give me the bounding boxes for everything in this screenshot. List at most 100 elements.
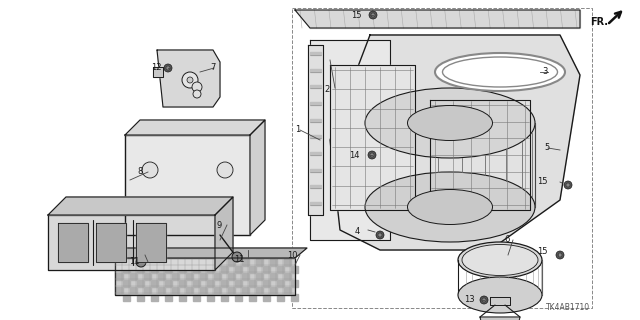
Circle shape [566, 183, 570, 187]
Circle shape [480, 296, 488, 304]
Polygon shape [310, 135, 321, 138]
Polygon shape [235, 294, 242, 301]
Text: 14: 14 [349, 150, 360, 159]
Circle shape [193, 90, 201, 98]
Circle shape [136, 257, 146, 267]
Polygon shape [228, 259, 235, 266]
Polygon shape [214, 259, 221, 266]
Polygon shape [310, 40, 390, 240]
Polygon shape [291, 266, 298, 273]
Circle shape [192, 82, 202, 92]
Polygon shape [123, 266, 130, 273]
Polygon shape [58, 223, 88, 262]
Text: 13: 13 [465, 295, 475, 305]
Polygon shape [172, 259, 179, 266]
Text: 11: 11 [129, 258, 140, 267]
Polygon shape [284, 259, 291, 266]
Polygon shape [115, 258, 295, 295]
Polygon shape [228, 273, 235, 280]
Polygon shape [144, 273, 151, 280]
Text: FR.: FR. [590, 17, 608, 27]
Polygon shape [186, 259, 193, 266]
Polygon shape [310, 152, 321, 155]
Polygon shape [193, 294, 200, 301]
Polygon shape [151, 294, 158, 301]
Ellipse shape [435, 53, 565, 91]
Polygon shape [330, 35, 580, 250]
Polygon shape [242, 287, 249, 294]
Polygon shape [310, 169, 321, 172]
Polygon shape [153, 67, 163, 77]
Polygon shape [186, 287, 193, 294]
Polygon shape [250, 120, 265, 235]
Polygon shape [137, 266, 144, 273]
Circle shape [164, 64, 172, 72]
Polygon shape [151, 266, 158, 273]
Polygon shape [214, 287, 221, 294]
Polygon shape [430, 100, 530, 210]
Ellipse shape [365, 88, 535, 158]
Polygon shape [310, 52, 321, 55]
Polygon shape [291, 294, 298, 301]
Text: TK4AB1710: TK4AB1710 [546, 303, 590, 312]
Ellipse shape [458, 277, 542, 313]
Polygon shape [221, 280, 228, 287]
Polygon shape [123, 294, 130, 301]
Ellipse shape [408, 189, 493, 225]
Polygon shape [130, 287, 137, 294]
Polygon shape [130, 259, 137, 266]
Polygon shape [200, 259, 207, 266]
Polygon shape [158, 273, 165, 280]
Polygon shape [256, 273, 263, 280]
Circle shape [376, 231, 384, 239]
Polygon shape [137, 280, 144, 287]
Text: 8: 8 [138, 167, 143, 177]
Polygon shape [130, 273, 137, 280]
Text: 4: 4 [355, 228, 360, 236]
Polygon shape [270, 287, 277, 294]
Circle shape [371, 13, 375, 17]
Polygon shape [228, 287, 235, 294]
Polygon shape [136, 223, 166, 262]
Polygon shape [165, 280, 172, 287]
Polygon shape [263, 280, 270, 287]
Polygon shape [277, 280, 284, 287]
Polygon shape [48, 197, 233, 215]
Polygon shape [207, 266, 214, 273]
Polygon shape [277, 266, 284, 273]
Polygon shape [295, 10, 580, 28]
Polygon shape [158, 287, 165, 294]
Polygon shape [200, 287, 207, 294]
Circle shape [182, 72, 198, 88]
Polygon shape [48, 215, 215, 270]
Polygon shape [137, 294, 144, 301]
Text: 12: 12 [152, 63, 162, 73]
Polygon shape [172, 287, 179, 294]
Circle shape [217, 162, 233, 178]
Circle shape [187, 77, 193, 83]
Polygon shape [123, 280, 130, 287]
Polygon shape [193, 280, 200, 287]
Polygon shape [310, 69, 321, 72]
Polygon shape [172, 273, 179, 280]
Polygon shape [291, 280, 298, 287]
Polygon shape [193, 266, 200, 273]
Polygon shape [116, 259, 123, 266]
Polygon shape [310, 119, 321, 122]
Polygon shape [249, 266, 256, 273]
Polygon shape [144, 287, 151, 294]
Polygon shape [249, 294, 256, 301]
Polygon shape [144, 259, 151, 266]
Polygon shape [284, 273, 291, 280]
Text: 10: 10 [287, 251, 298, 260]
Polygon shape [179, 280, 186, 287]
Circle shape [482, 298, 486, 302]
Text: 15: 15 [538, 178, 548, 187]
Polygon shape [310, 185, 321, 188]
Polygon shape [284, 287, 291, 294]
Polygon shape [270, 259, 277, 266]
Circle shape [556, 251, 564, 259]
Polygon shape [116, 287, 123, 294]
Polygon shape [277, 294, 284, 301]
Polygon shape [125, 120, 265, 135]
